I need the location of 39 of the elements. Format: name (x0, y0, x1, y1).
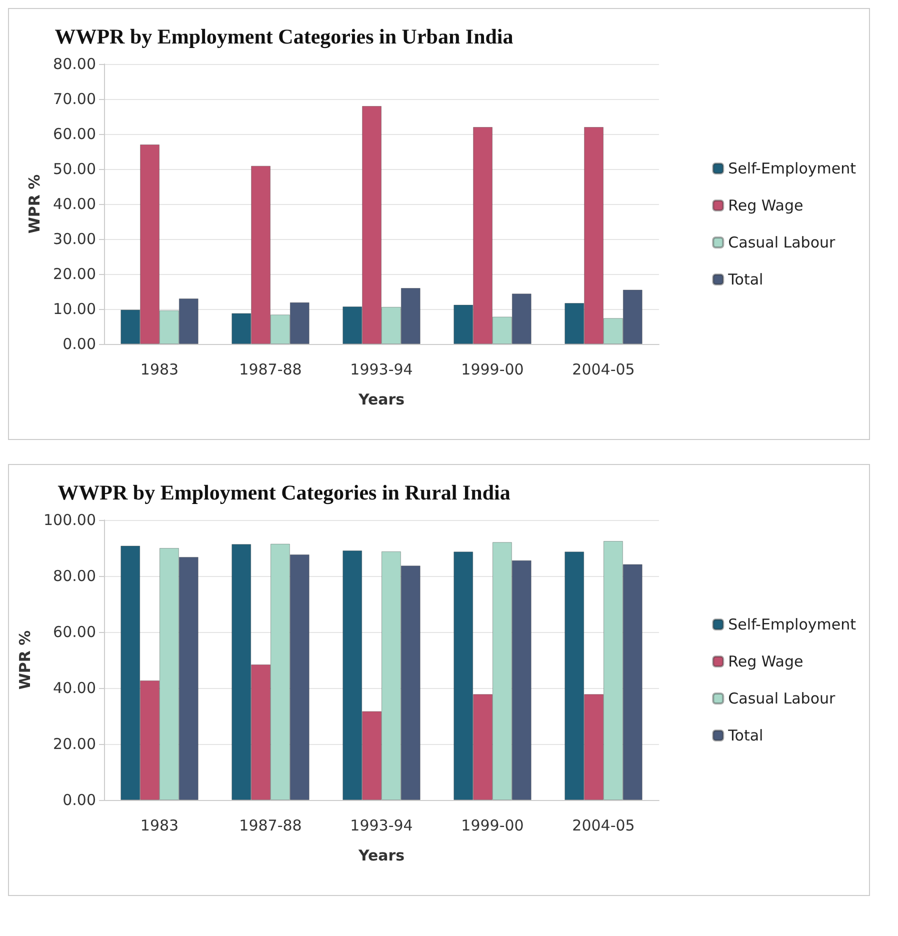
x-tick-label: 1987-88 (239, 360, 302, 378)
y-axis-title: WPR % (26, 174, 44, 234)
y-tick-label: 80.00 (53, 55, 96, 73)
x-tick-label: 1993-94 (350, 816, 413, 834)
y-tick-label: 60.00 (53, 125, 96, 143)
x-axis-title: Years (357, 390, 405, 408)
legend-label: Total (727, 270, 764, 288)
x-tick-label: 2004-05 (572, 360, 635, 378)
y-tick-label: 50.00 (53, 160, 96, 178)
chart-title: WWPR by Employment Categories in Urban India (54, 24, 514, 48)
y-tick-label: 20.00 (53, 265, 96, 283)
legend-label: Total (727, 726, 764, 744)
y-tick-label: 10.00 (53, 300, 96, 318)
legend-label: Self-Employment (728, 616, 856, 634)
legend-label: Reg Wage (728, 196, 804, 214)
x-tick-label: 1993-94 (350, 360, 413, 378)
x-tick-label: 1987-88 (239, 816, 302, 834)
y-tick-label: 20.00 (53, 735, 96, 753)
y-tick-label: 40.00 (53, 195, 96, 213)
y-tick-label: 0.00 (62, 791, 96, 809)
y-tick-label: 100.00 (44, 511, 96, 529)
x-axis-title: Years (357, 846, 405, 864)
legend-label: Self-Employment (728, 160, 856, 178)
y-tick-label: 40.00 (53, 679, 96, 697)
legend-label: Casual Labour (728, 234, 836, 252)
y-axis-title: WPR % (16, 630, 34, 690)
y-tick-label: 60.00 (53, 623, 96, 641)
x-tick-label: 1999-00 (461, 360, 524, 378)
x-tick-label: 1983 (140, 360, 179, 378)
legend-label: Casual Labour (728, 690, 836, 708)
y-tick-label: 70.00 (53, 90, 96, 108)
y-tick-label: 0.00 (62, 335, 96, 353)
y-tick-label: 80.00 (53, 567, 96, 585)
x-tick-label: 2004-05 (572, 816, 635, 834)
x-tick-label: 1999-00 (461, 816, 524, 834)
legend-label: Reg Wage (728, 652, 804, 670)
x-tick-label: 1983 (140, 816, 179, 834)
y-tick-label: 30.00 (53, 230, 96, 248)
chart-title: WWPR by Employment Categories in Rural India (58, 480, 511, 504)
